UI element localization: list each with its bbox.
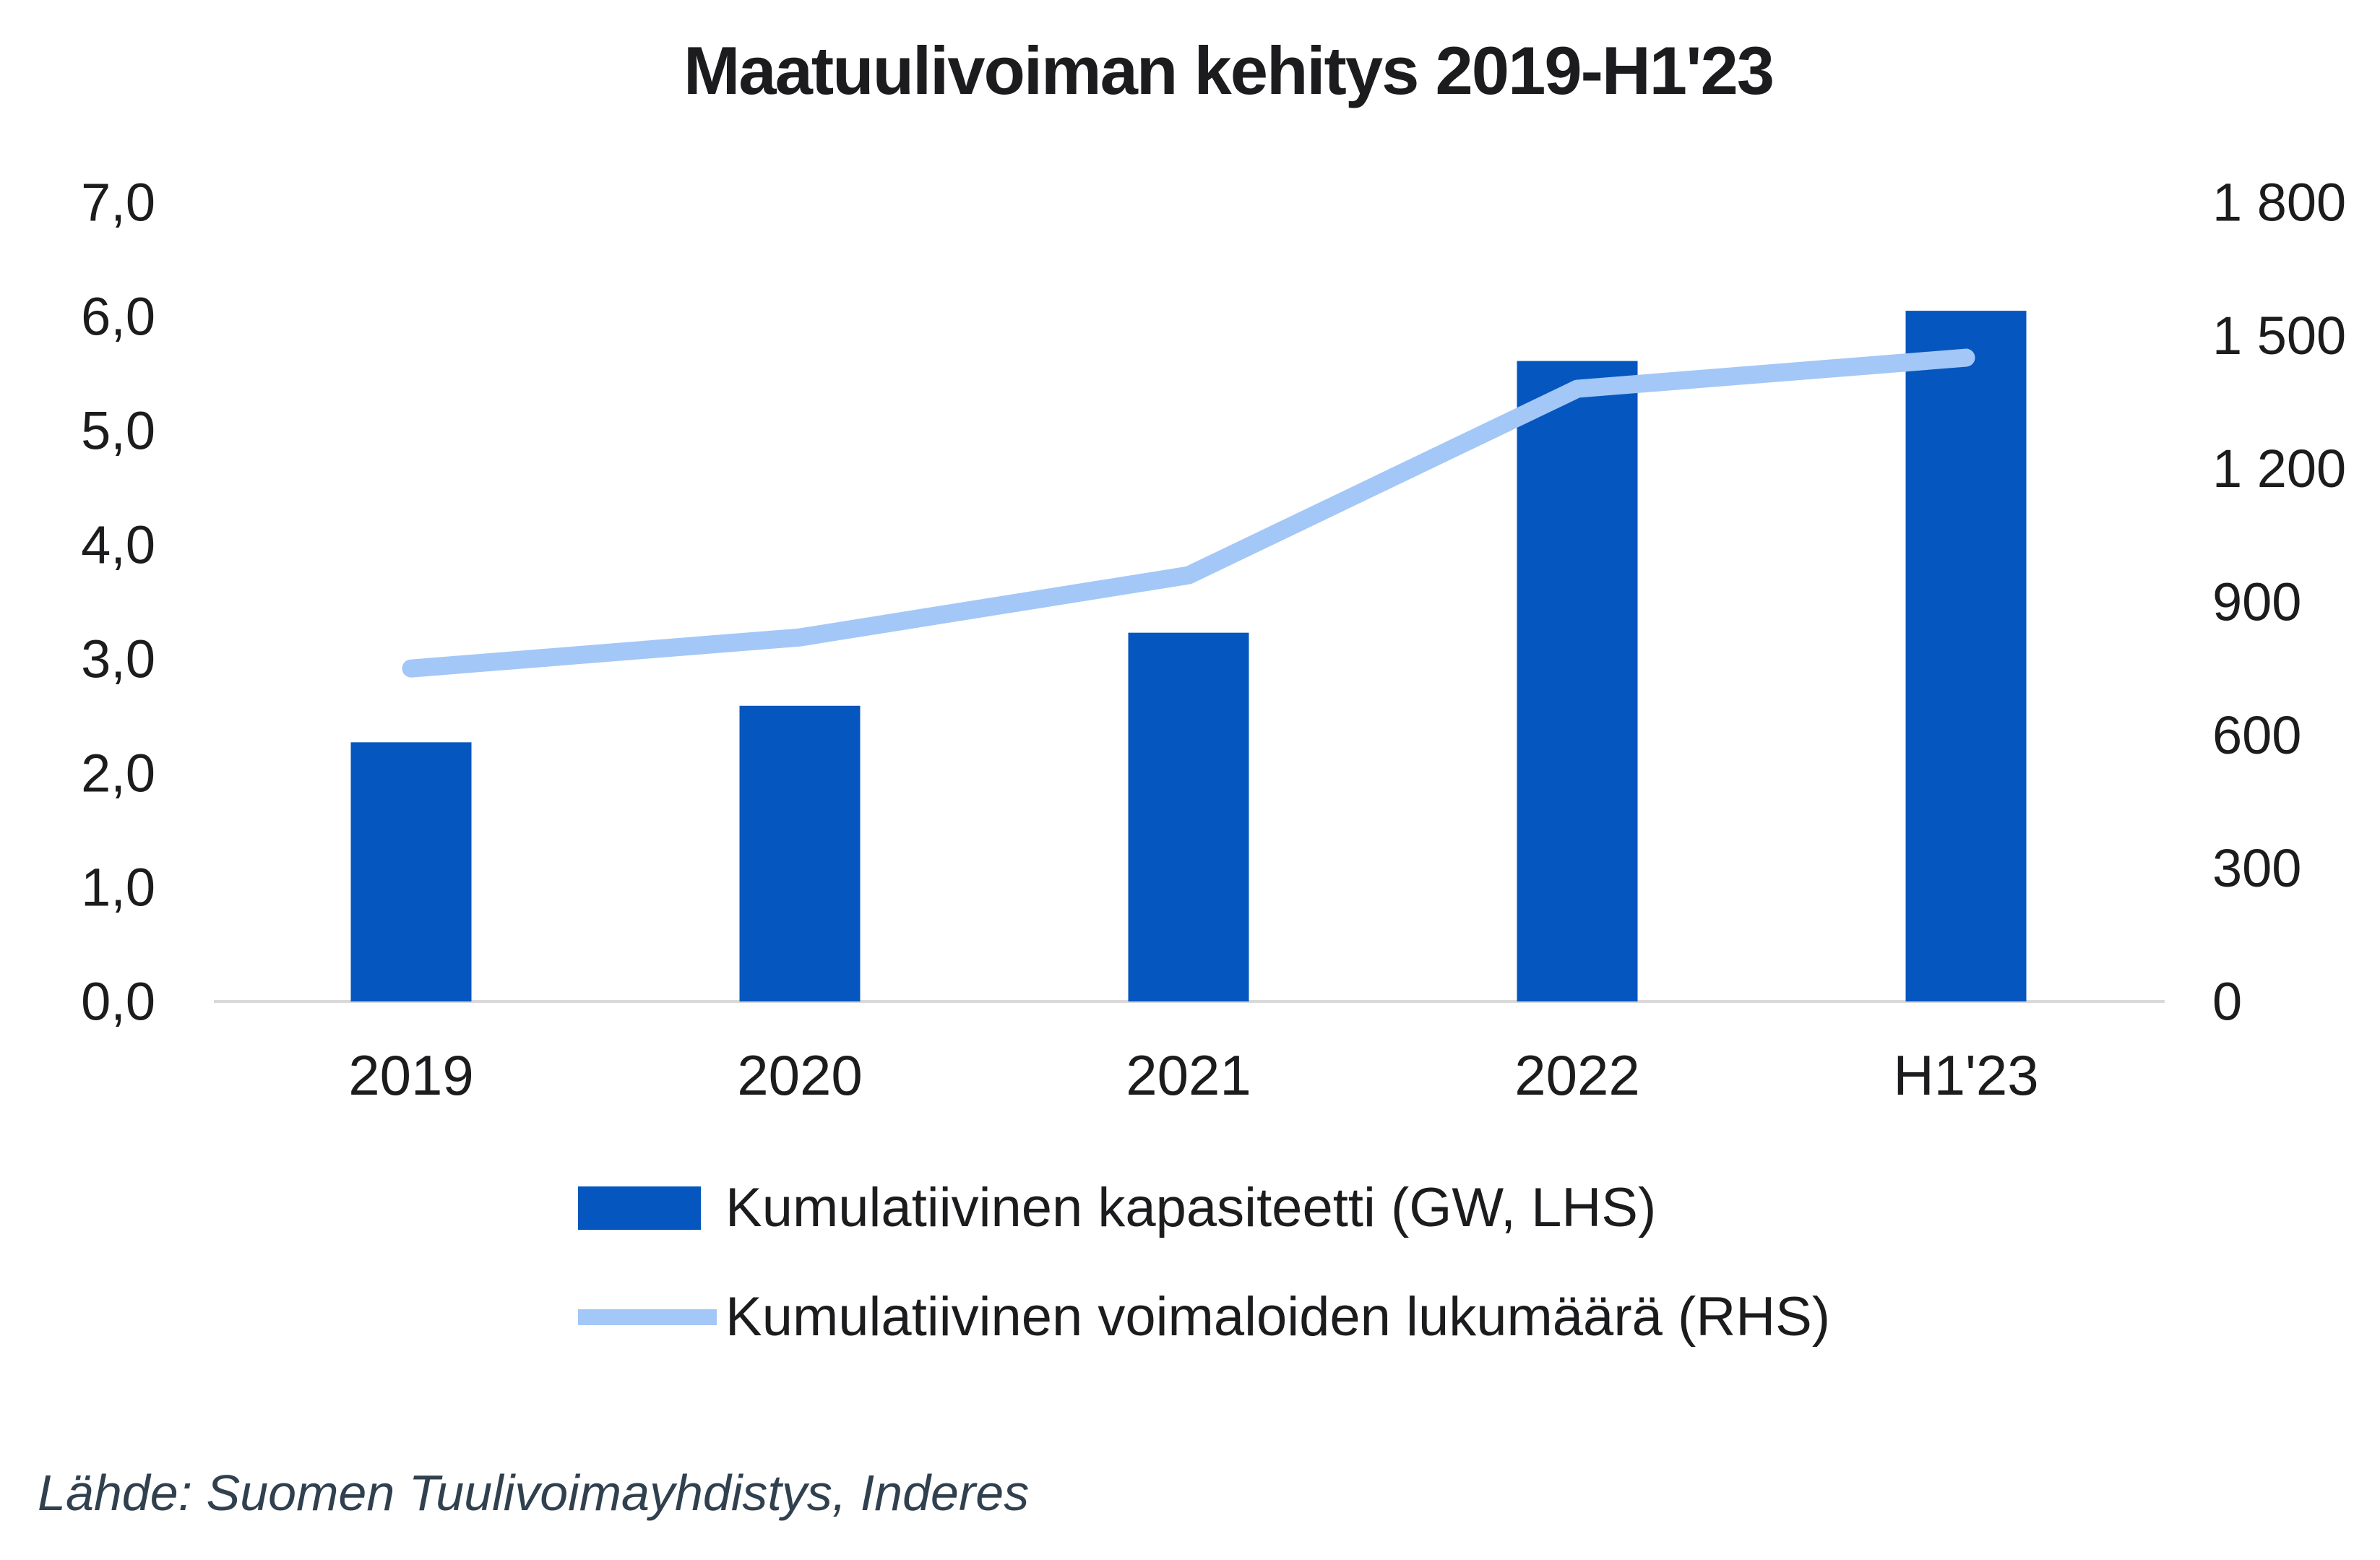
capacity-bar: [1517, 361, 1638, 1001]
capacity-bar: [1905, 311, 2027, 1002]
right-axis-tick-label: 1 200: [2212, 439, 2346, 499]
right-axis-tick-label: 0: [2212, 972, 2242, 1032]
x-axis-category-label: H1'23: [1893, 1043, 2038, 1107]
left-axis-tick-label: 3,0: [81, 629, 155, 689]
capacity-bar: [739, 705, 861, 1001]
left-axis-tick-label: 1,0: [81, 858, 155, 918]
left-axis-tick-label: 7,0: [81, 173, 155, 233]
legend-item-capacity: Kumulatiivinen kapasiteetti (GW, LHS): [578, 1176, 1830, 1239]
left-axis-tick-label: 6,0: [81, 287, 155, 347]
legend-item-label: Kumulatiivinen kapasiteetti (GW, LHS): [725, 1177, 1657, 1238]
chart-legend: Kumulatiivinen kapasiteetti (GW, LHS) Ku…: [578, 1176, 1830, 1348]
left-axis-tick-label: 2,0: [81, 744, 155, 803]
right-axis-tick-label: 1 500: [2212, 306, 2346, 366]
left-axis-tick-label: 4,0: [81, 515, 155, 575]
right-axis-tick-label: 900: [2212, 572, 2301, 632]
source-attribution: Lähde: Suomen Tuulivoimayhdistys, Indere…: [38, 1465, 1030, 1521]
x-axis-category-label: 2021: [1126, 1043, 1251, 1107]
x-axis-category-label: 2020: [737, 1043, 863, 1107]
capacity-bar: [1128, 632, 1249, 1001]
legend-item-label: Kumulatiivinen voimaloiden lukumäärä (RH…: [725, 1286, 1831, 1348]
left-axis-tick-label: 5,0: [81, 401, 155, 461]
x-axis-category-label: 2022: [1514, 1043, 1640, 1107]
legend-item-turbine-count: Kumulatiivinen voimaloiden lukumäärä (RH…: [578, 1285, 1830, 1348]
capacity-bar-swatch-icon: [578, 1186, 701, 1230]
turbine-count-line: [402, 348, 1975, 678]
right-axis-tick-label: 300: [2212, 838, 2301, 898]
x-axis-category-label: 2019: [348, 1043, 474, 1107]
chart-title: Maatuulivoiman kehitys 2019-H1'23: [684, 33, 1775, 108]
turbine-line-swatch-icon: [578, 1309, 717, 1325]
right-axis-tick-label: 600: [2212, 705, 2301, 765]
left-axis-tick-label: 0,0: [81, 972, 155, 1032]
right-axis-tick-label: 1 800: [2212, 173, 2346, 233]
capacity-bar: [350, 742, 472, 1001]
